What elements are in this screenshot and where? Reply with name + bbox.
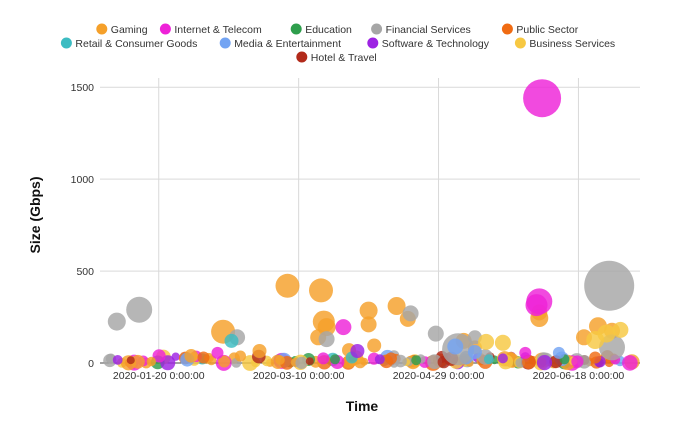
- data-point: [211, 346, 224, 359]
- data-point: [224, 333, 239, 348]
- data-point: [374, 354, 385, 365]
- y-axis-title: Size (Gbps): [27, 176, 43, 253]
- legend-marker: [501, 23, 513, 35]
- legend: Gaming Internet & Telecom Education Financi…: [60, 23, 615, 64]
- data-point: [350, 344, 365, 358]
- legend-label: Gaming: [111, 24, 148, 36]
- baseline-point: [571, 355, 584, 368]
- data-point: [525, 294, 548, 317]
- x-tick-label: 2020-04-29 0:00:00: [393, 370, 485, 382]
- baseline-point: [234, 350, 246, 362]
- data-point: [467, 345, 482, 359]
- legend-label: Internet & Telecom: [174, 24, 262, 36]
- data-point: [589, 351, 602, 364]
- legend-label: Business Services: [529, 38, 615, 50]
- y-axis-ticks: 0 500 1000 1500: [71, 82, 95, 370]
- data-point: [478, 333, 495, 350]
- baseline-point: [295, 356, 308, 369]
- data-point: [367, 338, 382, 353]
- data-point: [411, 355, 422, 366]
- baseline-point: [275, 355, 285, 365]
- legend-marker: [367, 37, 379, 49]
- legend-marker: [296, 51, 308, 63]
- data-point: [126, 356, 135, 365]
- baseline-point: [317, 352, 330, 365]
- legend-label: Hotel & Travel: [311, 52, 377, 64]
- legend-label: Retail & Consumer Goods: [75, 38, 197, 50]
- y-tick-label: 0: [88, 358, 94, 370]
- data-point: [523, 79, 562, 118]
- data-point: [402, 305, 419, 322]
- legend-marker: [60, 37, 72, 49]
- data-point: [359, 301, 378, 320]
- data-point: [584, 260, 635, 311]
- data-point: [360, 316, 377, 333]
- y-tick-label: 1500: [71, 82, 95, 94]
- baseline-point: [146, 356, 156, 367]
- legend-marker: [219, 37, 231, 49]
- x-tick-label: 2020-06-18 0:00:00: [533, 370, 625, 382]
- data-point: [252, 344, 267, 358]
- legend-label: Education: [305, 24, 352, 36]
- data-point: [335, 319, 352, 336]
- data-point: [385, 352, 397, 365]
- baseline-point: [171, 352, 180, 361]
- data-point: [427, 325, 444, 342]
- baseline-point: [394, 354, 407, 368]
- baseline-point: [152, 349, 166, 363]
- legend-marker: [159, 23, 171, 35]
- data-point: [387, 297, 406, 315]
- legend-marker: [290, 23, 302, 35]
- data-point: [612, 321, 629, 338]
- legend-label: Public Sector: [516, 24, 578, 36]
- baseline-point: [112, 355, 123, 365]
- data-points: [103, 79, 640, 371]
- data-point: [305, 357, 314, 366]
- legend-marker: [96, 23, 108, 35]
- baseline-point: [536, 355, 553, 371]
- data-point: [309, 278, 333, 303]
- legend-marker: [371, 23, 383, 35]
- legend-label: Software & Technology: [382, 38, 490, 50]
- y-tick-label: 500: [76, 266, 94, 278]
- data-point: [107, 312, 126, 331]
- data-point: [126, 296, 153, 323]
- y-tick-label: 1000: [71, 174, 95, 186]
- legend-marker: [514, 37, 526, 49]
- data-point: [447, 338, 464, 355]
- data-point: [552, 346, 565, 359]
- baseline-point: [184, 349, 198, 363]
- legend-label: Financial Services: [386, 24, 471, 36]
- x-axis-ticks: 2020-01-20 0:00:00 2020-03-10 0:00:00 2020…: [113, 370, 625, 382]
- baseline-point: [427, 354, 442, 369]
- data-point: [597, 324, 616, 343]
- baseline-point: [218, 355, 231, 368]
- data-point: [497, 353, 508, 364]
- baseline-point: [622, 355, 638, 371]
- data-point: [275, 273, 300, 298]
- legend-label: Media & Entertainment: [234, 38, 341, 50]
- x-tick-label: 2020-03-10 0:00:00: [253, 370, 345, 382]
- data-point: [519, 346, 532, 359]
- x-axis-title: Time: [346, 398, 379, 414]
- data-point: [197, 351, 210, 364]
- data-point: [483, 354, 494, 365]
- data-point: [330, 354, 340, 365]
- x-tick-label: 2020-01-20 0:00:00: [113, 370, 205, 382]
- data-point: [494, 334, 511, 351]
- data-point: [318, 331, 335, 348]
